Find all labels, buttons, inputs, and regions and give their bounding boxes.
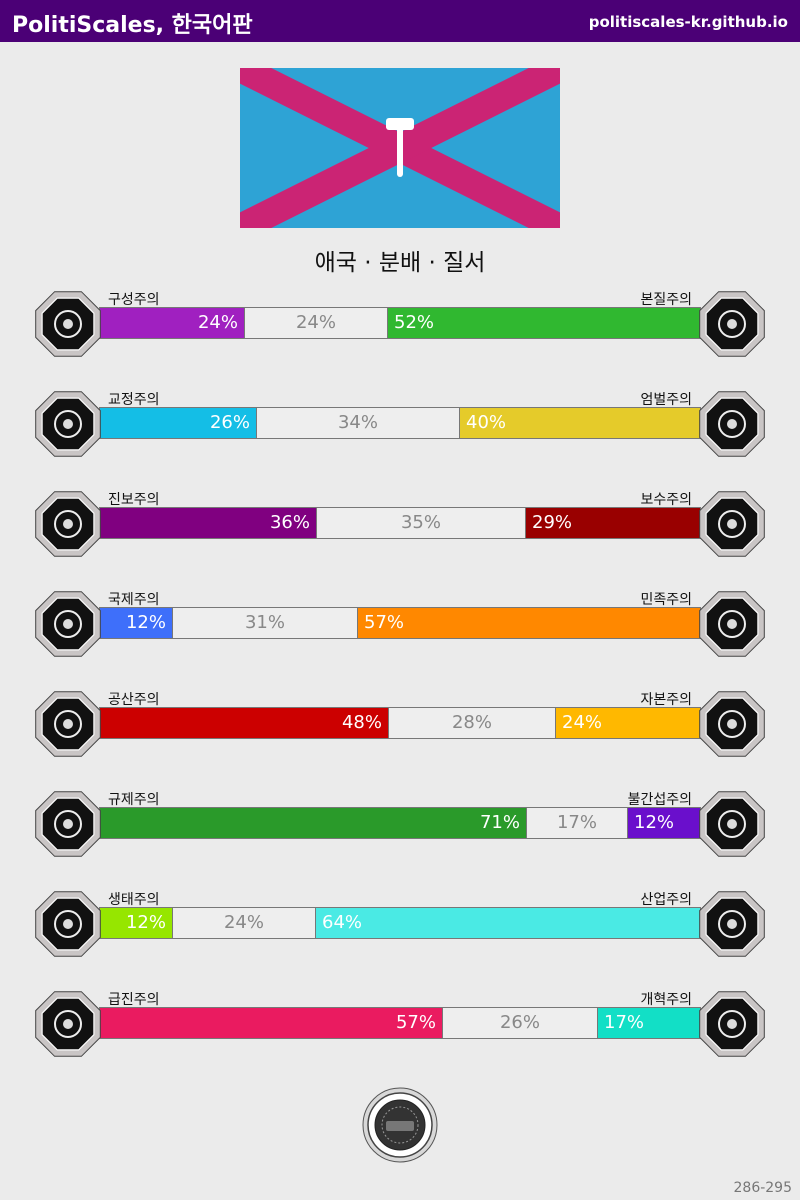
axis-right-label: 엄벌주의 [640, 392, 692, 408]
bar-neutral-segment: 24% [172, 908, 316, 938]
axis-right-label: 산업주의 [640, 892, 692, 908]
eye-icon [33, 289, 103, 359]
fist-icon [33, 989, 103, 1059]
bar-right-segment: 24% [556, 708, 700, 738]
rocket-icon [35, 491, 101, 557]
bar-right-segment: 29% [526, 508, 700, 538]
ballot-box-icon [697, 989, 767, 1059]
handshake-icon [35, 391, 101, 457]
bar-right-segment: 57% [358, 608, 700, 638]
axis-left-label: 공산주의 [108, 692, 160, 708]
gear-icon [699, 891, 765, 957]
axis-left-label: 규제주의 [108, 792, 160, 808]
axis-left-label: 급진주의 [108, 992, 160, 1008]
prison-bars-icon [699, 391, 765, 457]
app-header: PolitiScales, 한국어판 politiscales-kr.githu… [0, 0, 800, 42]
bar-left-segment: 24% [100, 308, 244, 338]
sprout-icon [33, 889, 103, 959]
dna-flower-icon [699, 291, 765, 357]
flag-icon [699, 591, 765, 657]
axis-left-label: 구성주의 [108, 292, 160, 308]
axis-row: 12% 24% 64% 생태주의 산업주의 [0, 889, 800, 979]
dna-flower-icon [697, 289, 767, 359]
hammer-icon [386, 118, 414, 177]
axis-row: 12% 31% 57% 국제주의 민족주의 [0, 589, 800, 679]
prison-bars-icon [697, 389, 767, 459]
axis-left-label: 국제주의 [108, 592, 160, 608]
axis-right-label: 개혁주의 [640, 992, 692, 1008]
axis-bar: 57% 26% 17% [99, 1007, 701, 1039]
bar-left-segment: 57% [100, 1008, 442, 1038]
axis-bar: 12% 24% 64% [99, 907, 701, 939]
ballot-box-icon [699, 991, 765, 1057]
quill-pen-icon [697, 489, 767, 559]
app-title: PolitiScales, 한국어판 [12, 13, 253, 38]
bar-right-segment: 52% [388, 308, 700, 338]
bar-neutral-segment: 35% [316, 508, 526, 538]
bar-left-segment: 12% [100, 608, 172, 638]
bar-right-segment: 64% [316, 908, 700, 938]
gear-icon [697, 889, 767, 959]
bar-left-segment: 12% [100, 908, 172, 938]
money-bag-icon [697, 689, 767, 759]
bar-left-segment: 26% [100, 408, 256, 438]
axis-row: 26% 34% 40% 교정주의 엄벌주의 [0, 389, 800, 479]
bar-left-segment: 36% [100, 508, 316, 538]
quill-pen-icon [699, 491, 765, 557]
footer-code: 286-295 [733, 1180, 793, 1196]
ruler-icon [33, 789, 103, 859]
ruler-icon [35, 791, 101, 857]
bar-right-segment: 12% [628, 808, 700, 838]
flag [240, 68, 560, 228]
sprout-icon [35, 891, 101, 957]
rocket-icon [33, 489, 103, 559]
axis-row: 24% 24% 52% 구성주의 본질주의 [0, 289, 800, 379]
axis-bar: 71% 17% 12% [99, 807, 701, 839]
axis-bar: 24% 24% 52% [99, 307, 701, 339]
bar-neutral-segment: 28% [388, 708, 556, 738]
axis-right-label: 자본주의 [640, 692, 692, 708]
butterfly-icon [699, 791, 765, 857]
fist-icon [35, 991, 101, 1057]
axis-bar: 36% 35% 29% [99, 507, 701, 539]
hammer-sickle-icon [35, 691, 101, 757]
globe-icon [33, 589, 103, 659]
bar-neutral-segment: 34% [256, 408, 460, 438]
axis-right-label: 민족주의 [640, 592, 692, 608]
bar-neutral-segment: 24% [244, 308, 388, 338]
butterfly-icon [697, 789, 767, 859]
axis-bar: 12% 31% 57% [99, 607, 701, 639]
axis-left-label: 진보주의 [108, 492, 160, 508]
flag-icon [697, 589, 767, 659]
axis-left-label: 생태주의 [108, 892, 160, 908]
globe-icon [35, 591, 101, 657]
axis-right-label: 보수주의 [640, 492, 692, 508]
axis-bar: 48% 28% 24% [99, 707, 701, 739]
axis-row: 71% 17% 12% 규제주의 불간섭주의 [0, 789, 800, 879]
axis-row: 36% 35% 29% 진보주의 보수주의 [0, 489, 800, 579]
site-url-link[interactable]: politiscales-kr.github.io [588, 13, 788, 31]
bar-neutral-segment: 31% [172, 608, 358, 638]
bar-right-segment: 40% [460, 408, 700, 438]
eye-icon [35, 291, 101, 357]
hammer-sickle-icon [33, 689, 103, 759]
axis-left-label: 교정주의 [108, 392, 160, 408]
bar-neutral-segment: 17% [526, 808, 628, 838]
axis-row: 57% 26% 17% 급진주의 개혁주의 [0, 989, 800, 1079]
seal-icon [362, 1087, 438, 1163]
axis-right-label: 불간섭주의 [627, 792, 692, 808]
bar-left-segment: 48% [100, 708, 388, 738]
money-bag-icon [699, 691, 765, 757]
axis-bar: 26% 34% 40% [99, 407, 701, 439]
axis-row: 48% 28% 24% 공산주의 자본주의 [0, 689, 800, 779]
bar-right-segment: 17% [598, 1008, 700, 1038]
axis-right-label: 본질주의 [640, 292, 692, 308]
bar-left-segment: 71% [100, 808, 526, 838]
bar-neutral-segment: 26% [442, 1008, 598, 1038]
handshake-icon [33, 389, 103, 459]
ideology-title: 애국 · 분배 · 질서 [314, 250, 486, 276]
